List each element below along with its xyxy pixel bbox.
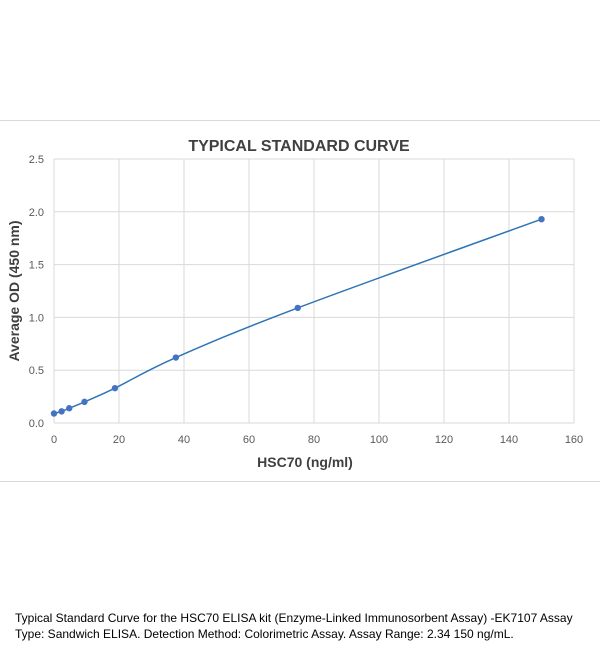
x-tick-label: 80 (308, 434, 320, 446)
x-tick-label: 0 (51, 434, 57, 446)
y-tick-label: 2.0 (29, 207, 44, 219)
chart-panel: TYPICAL STANDARD CURVE 0 20 40 60 80 100 120 14… (0, 120, 600, 482)
x-tick-label: 60 (243, 434, 255, 446)
y-axis-label: Average OD (450 nm) (6, 220, 22, 361)
data-point (538, 215, 545, 223)
y-tick-label: 1.0 (29, 312, 44, 324)
y-tick-label: 1.5 (29, 260, 44, 272)
y-tick-label: 0.5 (29, 365, 44, 377)
x-tick-label: 160 (565, 434, 583, 446)
x-tick-label: 20 (113, 434, 125, 446)
x-axis-label: HSC70 (ng/ml) (257, 454, 353, 470)
x-tick-label: 140 (500, 434, 518, 446)
data-point (58, 408, 65, 415)
figure-caption: Typical Standard Curve for the HSC70 ELI… (15, 611, 573, 641)
data-point (111, 384, 119, 392)
y-tick-label: 2.5 (29, 154, 44, 166)
data-point (66, 405, 73, 412)
tick-labels: 0 20 40 60 80 100 120 140 160 0.0 0.5 1.0 1.5 2.0 2.5 (29, 154, 583, 446)
y-tick-label: 0.0 (29, 418, 44, 430)
data-point (81, 398, 88, 406)
chart-title: TYPICAL STANDARD CURVE (188, 138, 410, 155)
data-point (294, 304, 301, 312)
grid-layer (53, 158, 575, 424)
data-points (50, 215, 545, 417)
x-tick-label: 40 (178, 434, 190, 446)
x-tick-label: 100 (370, 434, 388, 446)
data-point (172, 354, 180, 361)
data-point (50, 410, 58, 417)
x-tick-label: 120 (435, 434, 453, 446)
standard-curve-chart: TYPICAL STANDARD CURVE 0 20 40 60 80 100 120 14… (6, 138, 583, 470)
trendline (53, 218, 542, 415)
